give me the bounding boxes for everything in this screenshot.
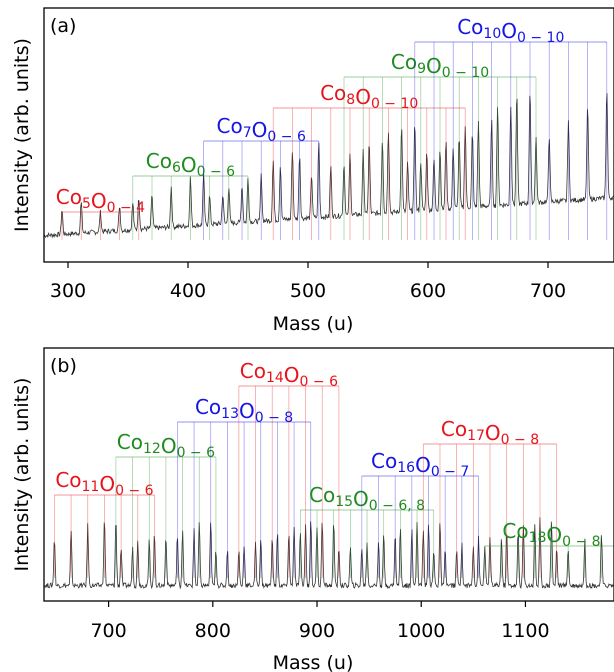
group-label: Co14O0 − 6	[240, 359, 338, 390]
group-label: Co6O0 − 6	[146, 149, 235, 180]
group-label: Co8O0 − 10	[320, 81, 418, 112]
cluster-group-co14: Co14O0 − 6	[238, 359, 340, 578]
x-tick-label: 800	[195, 620, 231, 642]
y-axis-label: Intensity (arb. units)	[11, 378, 33, 572]
cluster-group-co9: Co9O0 − 10	[343, 50, 537, 240]
group-label: Co12O0 − 6	[117, 430, 215, 461]
group-label: Co18O0 − 8	[502, 519, 600, 550]
x-tick-label: 600	[410, 280, 446, 302]
x-tick-label: 400	[170, 280, 206, 302]
cluster-group-co6: Co6O0 − 6	[132, 149, 249, 240]
group-label: Co5O0 − 4	[56, 185, 145, 216]
x-tick-label: 700	[90, 620, 126, 642]
cluster-group-co8: Co8O0 − 10	[272, 81, 466, 240]
cluster-group-co16: Co16O0 − 7	[361, 449, 479, 578]
spectrum-trace	[43, 517, 614, 590]
group-label: Co11O0 − 6	[55, 468, 153, 499]
x-tick-label: 500	[290, 280, 326, 302]
plot-frame	[43, 347, 614, 602]
spectrum-trace	[43, 93, 614, 239]
x-axis-label: Mass (u)	[273, 652, 354, 672]
x-tick-label: 1000	[397, 620, 445, 642]
group-label: Co16O0 − 7	[371, 449, 469, 480]
group-label: Co9O0 − 10	[391, 50, 489, 81]
x-tick-label: 1100	[501, 620, 549, 642]
cluster-group-co11: Co11O0 − 6	[54, 468, 155, 578]
cluster-group-co15: Co15O0 − 6, 8	[299, 483, 435, 578]
panel-b: Co11O0 − 6 Co12O0 − 6 Co13O0 − 8 Co14O0 − 6…	[11, 347, 614, 672]
panel-label: (a)	[50, 15, 76, 37]
cluster-group-co7: Co7O0 − 6	[203, 114, 320, 240]
group-label: Co7O0 − 6	[217, 114, 306, 145]
x-tick-label: 300	[50, 280, 86, 302]
cluster-group-co13: Co13O0 − 8	[177, 395, 312, 578]
cluster-group-co17: Co17O0 − 8	[422, 417, 558, 578]
group-label: Co13O0 − 8	[195, 395, 293, 426]
group-label: Co15O0 − 6, 8	[309, 483, 425, 514]
y-axis-label: Intensity (arb. units)	[11, 38, 33, 232]
x-axis-label: Mass (u)	[273, 313, 354, 335]
cluster-group-co10: Co10O0 − 10	[414, 15, 608, 240]
x-tick-label: 700	[530, 280, 566, 302]
group-label: Co17O0 − 8	[441, 417, 539, 448]
cluster-group-co12: Co12O0 − 6	[115, 430, 217, 578]
cluster-group-co18: Co18O0 − 8	[484, 519, 614, 578]
group-label: Co10O0 − 10	[457, 15, 564, 46]
cluster-group-co5: Co5O0 − 4	[56, 185, 145, 240]
panel-label: (b)	[50, 355, 77, 377]
x-tick-label: 900	[299, 620, 335, 642]
plot-frame	[43, 7, 614, 263]
